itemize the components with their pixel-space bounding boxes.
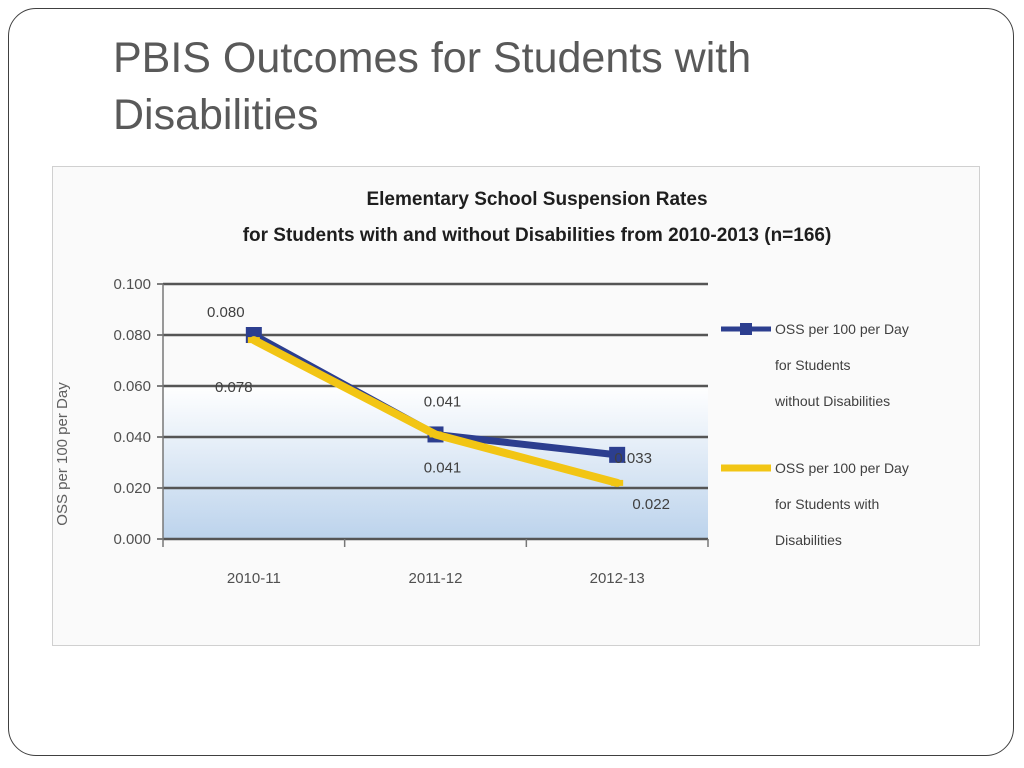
data-label: 0.078 (215, 379, 253, 396)
data-label: 0.033 (614, 450, 652, 467)
y-axis-label: OSS per 100 per Day (54, 382, 71, 526)
chart-image: Elementary School Suspension Rates for S… (52, 166, 980, 646)
data-label: 0.041 (424, 459, 462, 476)
legend-label: OSS per 100 per Day (775, 460, 909, 476)
y-tick-label: 0.000 (113, 531, 151, 548)
series-marker (247, 337, 260, 344)
data-label: 0.022 (632, 496, 670, 513)
data-label: 0.080 (207, 304, 245, 321)
y-tick-label: 0.020 (113, 480, 151, 497)
legend-label: OSS per 100 per Day (775, 321, 909, 337)
legend-label: Disabilities (775, 532, 842, 548)
chart-title-line-1: Elementary School Suspension Rates (366, 189, 707, 210)
slide-title: PBIS Outcomes for Students with Disabili… (113, 34, 752, 139)
y-tick-label: 0.100 (113, 276, 151, 293)
chart-title-line-2: for Students with and without Disabiliti… (243, 225, 832, 246)
suspension-rates-chart: Elementary School Suspension Rates for S… (54, 189, 909, 587)
series-marker (429, 431, 442, 438)
x-tick-label: 2012-13 (590, 570, 645, 587)
y-tick-label: 0.080 (113, 327, 151, 344)
legend-label: for Students (775, 357, 851, 373)
legend-marker (740, 323, 752, 335)
series-marker (611, 479, 624, 486)
legend-label: without Disabilities (774, 393, 890, 409)
legend-label: for Students with (775, 496, 879, 512)
y-tick-label: 0.060 (113, 378, 151, 395)
x-tick-label: 2011-12 (409, 570, 463, 587)
data-label: 0.041 (424, 393, 462, 410)
x-tick-label: 2010-11 (227, 570, 281, 587)
y-tick-label: 0.040 (113, 429, 151, 446)
chart-title: Elementary School Suspension Rates for S… (243, 189, 832, 246)
series-marker (609, 446, 626, 463)
